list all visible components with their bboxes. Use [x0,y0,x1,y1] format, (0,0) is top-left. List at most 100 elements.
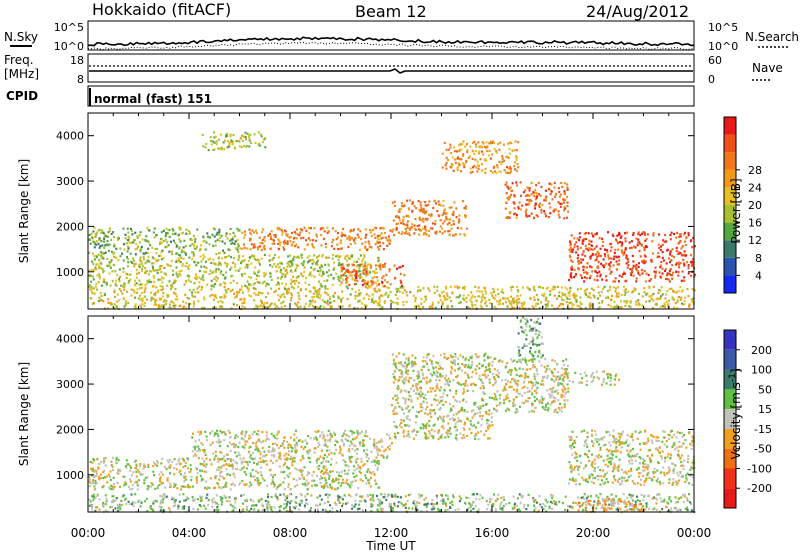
heatmap-cell [517,205,520,208]
heatmap-cell [660,276,663,279]
heatmap-cell [355,474,358,477]
heatmap-cell [693,273,696,276]
heatmap-cell [361,260,363,263]
heatmap-cell [199,469,201,472]
heatmap-cell [311,262,314,265]
heatmap-cell [496,497,499,500]
heatmap-cell [361,442,364,445]
heatmap-cell [402,205,405,208]
heatmap-cell [447,159,449,162]
heatmap-cell [504,297,507,300]
heatmap-cell [489,497,492,501]
heatmap-cell [339,247,342,250]
heatmap-cell [135,480,138,483]
heatmap-cell [477,286,480,289]
heatmap-cell [141,283,144,286]
heatmap-cell [495,171,498,174]
heatmap-cell [291,461,294,464]
heatmap-cell [321,469,323,473]
heatmap-cell [104,244,107,247]
heatmap-cell [141,262,143,265]
heatmap-cell [411,507,414,510]
heatmap-cell [274,493,277,496]
heatmap-cell [563,209,565,212]
heatmap-cell [491,171,494,174]
heatmap-cell [354,297,357,300]
heatmap-cell [497,292,500,295]
heatmap-cell [650,294,653,297]
heatmap-cell [559,302,562,306]
heatmap-cell [633,289,636,292]
heatmap-cell [557,213,560,216]
heatmap-cell [285,272,288,275]
heatmap-cell [478,150,481,153]
heatmap-cell [355,265,358,268]
heatmap-cell [578,260,581,263]
heatmap-cell [163,272,166,275]
heatmap-cell [593,247,596,250]
heatmap-cell [340,274,343,277]
heatmap-cell [532,285,535,288]
heatmap-cell [233,476,236,479]
heatmap-cell [686,508,689,512]
heatmap-cell [90,274,93,277]
heatmap-cell [262,459,265,462]
heatmap-cell [463,233,466,236]
heatmap-cell [546,302,549,306]
heatmap-cell [139,462,142,466]
heatmap-cell [458,286,461,289]
heatmap-cell [226,146,229,149]
heatmap-cell [372,470,375,473]
heatmap-cell [320,264,323,267]
heatmap-cell [601,237,604,240]
heatmap-cell [508,167,511,170]
heatmap-cell [291,464,294,467]
heatmap-cell [464,214,467,217]
heatmap-cell [282,464,285,467]
heatmap-cell [350,460,353,463]
heatmap-cell [474,158,477,161]
heatmap-cell [443,141,446,144]
heatmap-cell [264,146,267,149]
heatmap-cell [273,290,276,293]
heatmap-cell [364,264,367,268]
heatmap-cell [246,285,249,288]
heatmap-cell [337,278,340,281]
heatmap-cell [225,485,228,488]
heatmap-cell [415,504,418,507]
heatmap-cell [214,475,217,478]
heatmap-cell [208,236,211,239]
heatmap-cell [442,204,445,207]
heatmap-cell [600,262,603,265]
heatmap-cell [250,262,253,265]
heatmap-cell [257,509,260,512]
heatmap-cell [581,276,583,279]
heatmap-cell [126,257,129,260]
heatmap-cell [458,495,461,498]
heatmap-cell [199,499,202,502]
heatmap-cell [202,274,205,277]
heatmap-cell [350,455,353,458]
heatmap-cell [250,255,253,258]
heatmap-cell [337,275,340,278]
heatmap-cell [341,267,344,270]
heatmap-cell [296,228,298,231]
heatmap-cell [218,239,221,242]
heatmap-cell [162,481,164,484]
heatmap-cell [115,284,118,287]
heatmap-cell [609,298,612,301]
heatmap-cell [601,299,604,303]
heatmap-cell [568,294,571,297]
heatmap-cell [661,305,664,308]
heatmap-cell [538,193,540,196]
heatmap-cell [217,264,220,267]
heatmap-cell [313,275,316,278]
heatmap-cell [638,241,641,244]
heatmap-cell [96,494,99,497]
heatmap-cell [479,158,482,161]
heatmap-cell [160,462,163,465]
heatmap-cell [321,299,324,302]
heatmap-cell [104,456,107,460]
heatmap-cell [296,483,299,487]
heatmap-cell [515,149,518,152]
